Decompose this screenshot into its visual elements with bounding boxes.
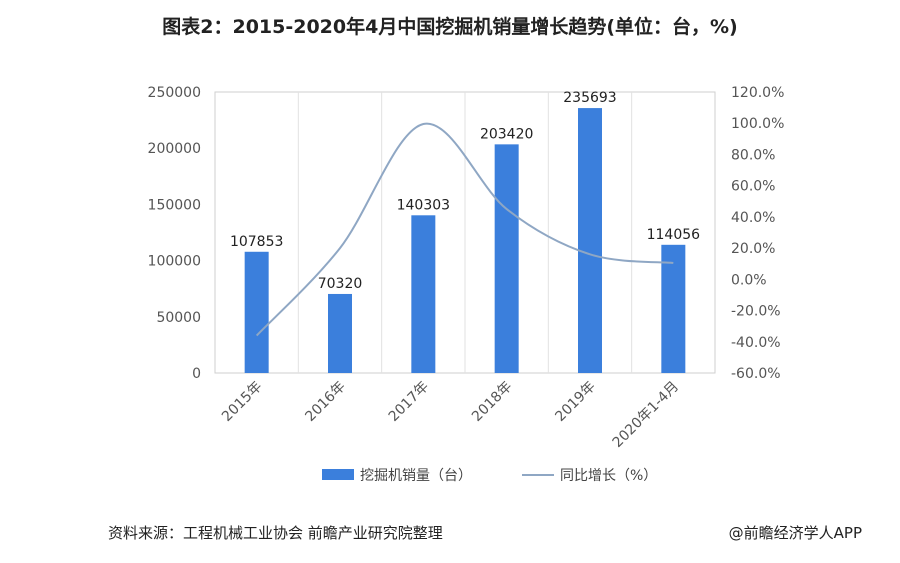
data-label: 114056 (647, 227, 701, 243)
y-left-tick-label: 150000 (148, 197, 201, 213)
data-label: 140303 (397, 197, 450, 213)
data-label: 107853 (230, 234, 283, 250)
y-right-tick-label: 100.0% (731, 116, 784, 132)
y-right-tick-label: 0.0% (731, 272, 767, 288)
source-note: 资料来源：工程机械工业协会 前瞻产业研究院整理 (108, 524, 443, 542)
y-left-tick-label: 250000 (148, 85, 201, 101)
legend-bar-label: 挖掘机销量（台） (360, 468, 472, 484)
data-label: 70320 (318, 276, 363, 292)
y-right-tick-label: -60.0% (731, 366, 781, 382)
data-label: 235693 (563, 90, 616, 106)
growth-line (255, 122, 674, 337)
y-left-tick-label: 100000 (148, 254, 201, 270)
x-tick-label: 2017年 (386, 379, 432, 425)
bar (328, 293, 352, 373)
y-right-tick-label: 120.0% (731, 85, 784, 101)
y-right-tick-label: -40.0% (731, 335, 781, 351)
legend: 挖掘机销量（台） 同比增长（%） (322, 468, 657, 484)
y-axis-left: 0 50000 100000 150000 200000 250000 (148, 85, 201, 382)
data-label: 203420 (480, 126, 533, 142)
y-right-tick-label: 20.0% (731, 241, 775, 257)
bars (244, 108, 686, 374)
x-tick-label: 2015年 (219, 379, 265, 425)
bar (494, 144, 519, 373)
chart-title: 图表2：2015-2020年4月中国挖掘机销量增长趋势(单位：台，%) (162, 16, 738, 38)
y-axis-right: -60.0% -40.0% -20.0% 0.0% 20.0% 40.0% 60.0% 80.… (731, 85, 784, 382)
bar (661, 244, 686, 373)
gridlines (297, 92, 633, 373)
x-tick-label: 2019年 (552, 379, 598, 425)
y-left-tick-label: 0 (192, 366, 201, 382)
y-right-tick-label: -20.0% (731, 304, 781, 320)
legend-bar-swatch (322, 469, 354, 480)
credit-note: @前瞻经济学人APP (728, 524, 862, 542)
bar (244, 251, 269, 373)
data-labels: 107853 70320 140303 203420 235693 114056 (230, 90, 700, 292)
y-right-tick-label: 60.0% (731, 179, 775, 195)
y-right-tick-label: 80.0% (731, 147, 775, 163)
x-tick-label: 2016年 (302, 379, 348, 425)
x-tick-label: 2020年1-4月 (610, 379, 682, 451)
legend-line-label: 同比增长（%） (560, 468, 657, 484)
bar (578, 108, 602, 374)
y-left-tick-label: 50000 (156, 310, 201, 326)
bar (411, 215, 436, 373)
y-left-tick-label: 200000 (148, 141, 201, 157)
x-tick-label: 2018年 (469, 379, 515, 425)
y-right-tick-label: 40.0% (731, 210, 775, 226)
x-axis: 2015年 2016年 2017年 2018年 2019年 2020年1-4月 (219, 379, 682, 451)
